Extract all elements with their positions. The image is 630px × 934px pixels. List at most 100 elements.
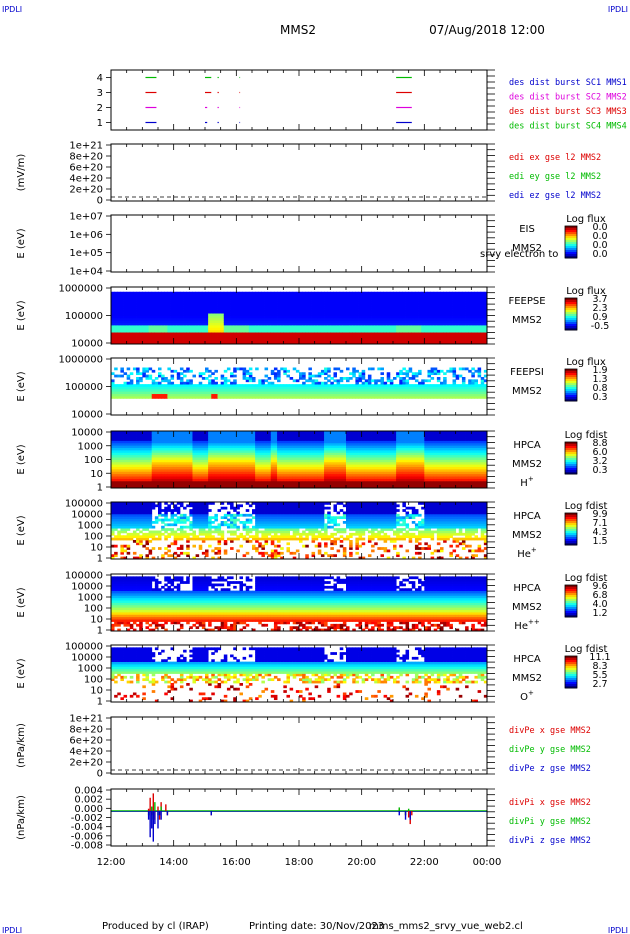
panel-feepse-cell	[277, 296, 281, 300]
panel-feepse-cell	[449, 325, 453, 328]
panel-feepse-cell	[311, 320, 316, 324]
panel-feepse-cell	[201, 329, 206, 333]
panel-feepse-cell	[273, 341, 278, 345]
panel-feepse-cell	[433, 315, 438, 319]
panel-feepse-cell	[389, 327, 394, 331]
panel-feepse-cell	[236, 322, 240, 326]
panel-feepse-cell	[245, 341, 250, 345]
panel-hpca-h-cell	[145, 471, 149, 475]
panel-feepse-cell	[361, 317, 366, 321]
panel-feepsi-cell	[158, 381, 162, 385]
panel-feepse-cell	[170, 329, 175, 333]
panel-feepsi-cell	[324, 369, 328, 373]
panel-feepse-cell	[261, 327, 265, 331]
panel-hpca-h-cell	[195, 485, 200, 489]
panel-feepse-cell	[255, 306, 259, 309]
panel-hpca-h-cell	[129, 457, 134, 460]
panel-hpca-h-cell	[195, 478, 200, 482]
panel-feepse-cell	[176, 315, 181, 319]
panel-feepse-cell	[283, 329, 287, 333]
panel-feepse-cell	[248, 308, 253, 312]
panel-feepse-cell	[295, 310, 300, 314]
panel-feepse-cell	[214, 334, 218, 338]
panel-feepse-cell	[151, 320, 156, 324]
panel-hpca-h-cell	[176, 454, 181, 458]
panel-feepse-cell	[211, 334, 215, 338]
panel-feepse-cell	[305, 334, 309, 338]
panel-feepse-cell	[236, 339, 240, 343]
panel-feepsi-cell	[418, 396, 422, 399]
panel-feepse-cell	[389, 339, 394, 343]
panel-feepse-cell	[333, 341, 337, 345]
panel-feepsi-cell	[179, 367, 184, 371]
panel-hpca-h-cell	[136, 459, 140, 463]
panel-feepse-cell	[211, 301, 215, 305]
panel-hpca-h-cell	[173, 464, 178, 468]
panel-feepse-cell	[167, 303, 171, 307]
panel-feepsi-cell	[136, 384, 140, 387]
panel-feepse-cell	[170, 310, 175, 314]
panel-feepse-cell	[286, 320, 290, 324]
panel-feepse-colorbar-cell	[565, 316, 577, 319]
panel-feepse-cell	[123, 303, 128, 307]
panel-feepse-cell	[374, 322, 378, 326]
panel-hpca-h-cell	[120, 431, 124, 434]
panel-feepse-cell	[480, 329, 485, 333]
panel-feepse-cell	[443, 332, 447, 335]
panel-feepsi-cell	[139, 372, 143, 376]
panel-feepse-cell	[261, 308, 265, 312]
panel-feepsi-cell	[367, 377, 372, 380]
panel-feepsi-cell	[176, 391, 181, 395]
panel-feepse-cell	[270, 329, 275, 333]
panel-feepsi-cell	[461, 396, 466, 399]
panel-feepse-cell	[455, 332, 460, 335]
panel-feepsi-cell	[273, 396, 278, 399]
panel-hpca-h-cell	[189, 483, 193, 487]
panel-feepsi-cell	[164, 393, 168, 397]
panel-feepsi-cell	[255, 388, 259, 392]
panel-feepsi-cell	[255, 386, 259, 390]
panel-feepse-cell	[179, 303, 184, 307]
panel-feepse-cell	[314, 294, 319, 297]
panel-feepse-cell	[217, 294, 222, 297]
panel-feepse-cell	[114, 303, 118, 307]
panel-feepse-cell	[258, 332, 262, 335]
panel-hpca-h-cell	[161, 440, 165, 444]
panel-feepsi-cell	[214, 384, 218, 387]
panel-feepsi-cell	[217, 388, 222, 392]
panel-feepse-cell	[383, 339, 388, 343]
panel-feepse-cell	[176, 334, 181, 338]
panel-feepse-cell	[436, 291, 441, 295]
panel-feepse-cell	[170, 315, 175, 319]
panel-feepse-cell	[233, 301, 237, 305]
panel-feepse-cell	[164, 303, 168, 307]
panel-feepse-cell	[446, 313, 450, 316]
panel-hpca-h-cell	[129, 431, 134, 434]
panel-hpca-h-cell	[120, 461, 124, 465]
panel-feepsi-cell	[371, 367, 375, 371]
panel-feepsi-cell	[461, 384, 466, 387]
panel-feepse-cell	[179, 341, 184, 345]
panel-hpca-h-cell	[176, 457, 181, 460]
panel-hpca-h-cell	[139, 452, 143, 456]
panel-feepsi-cell	[314, 396, 319, 399]
panel-hpca-h-cell	[123, 452, 128, 456]
panel-hpca-h-cell	[176, 476, 181, 479]
panel-feepse-cell	[440, 339, 444, 343]
panel-feepse-cell	[132, 322, 137, 326]
panel-feepsi-cell	[371, 379, 375, 383]
panel-feepse-cell	[139, 334, 143, 338]
panel-feepse-cell	[317, 320, 322, 324]
panel-feepse-cell	[346, 334, 350, 338]
panel-feepse-cell	[255, 291, 259, 295]
panel-feepsi-cell	[324, 367, 328, 371]
panel-feepsi-cell	[405, 393, 410, 397]
panel-feepsi-cell	[346, 377, 350, 380]
panel-feepse-cell	[342, 296, 347, 300]
panel-feepse-cell	[151, 334, 156, 338]
panel-feepsi-cell	[399, 393, 403, 397]
panel-feepse-cell	[230, 303, 234, 307]
panel-feepse-cell	[302, 294, 306, 297]
panel-feepse-cell	[299, 339, 303, 343]
panel-hpca-h-cell	[205, 435, 209, 439]
